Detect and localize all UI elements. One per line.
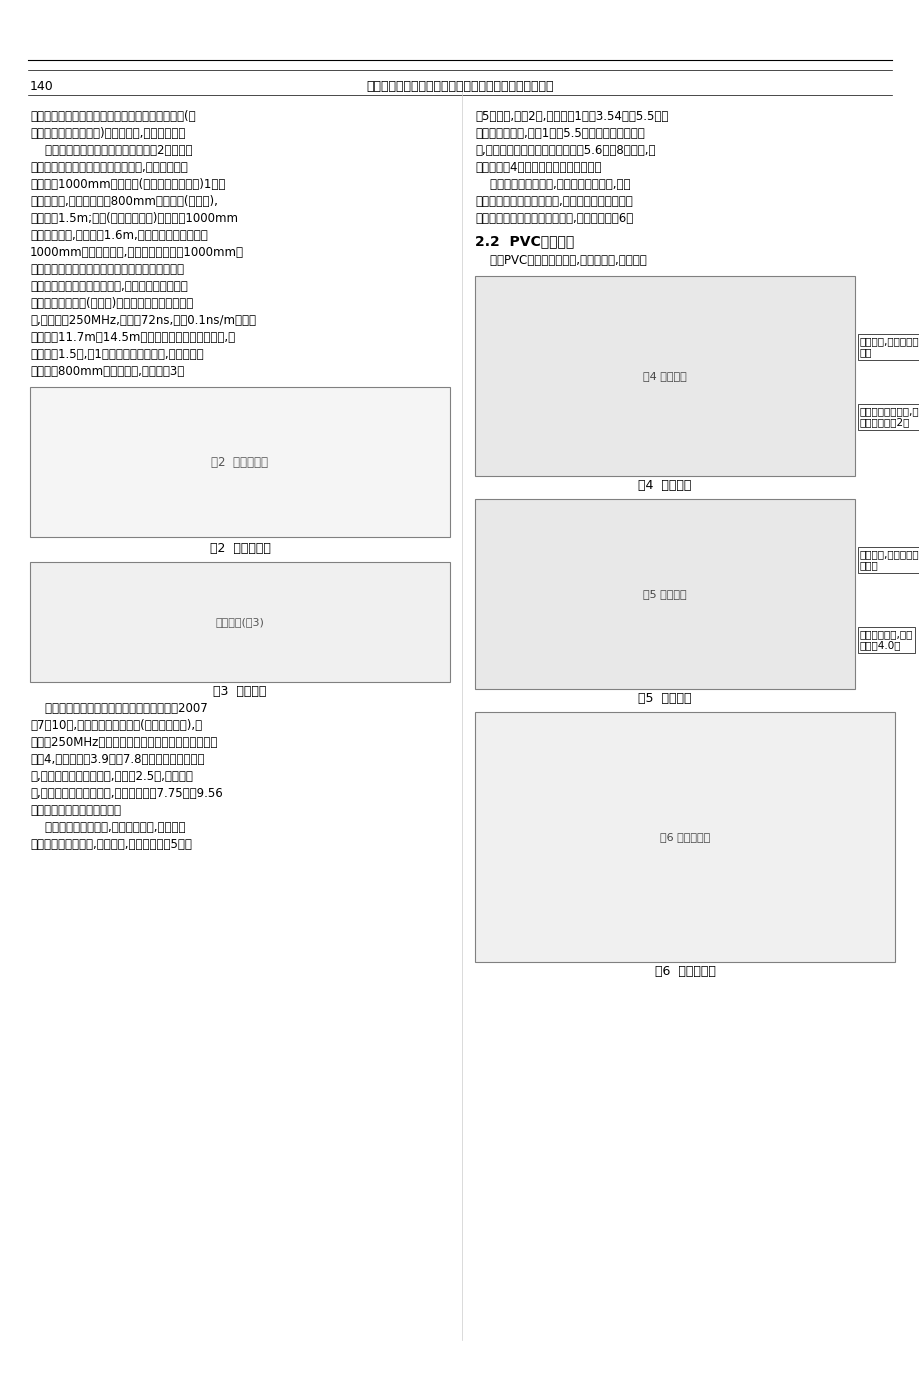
Text: 不明异常,推断为排水
水箱涵: 不明异常,推断为排水 水箱涵 [859,549,919,571]
Text: 140: 140 [30,80,53,94]
Text: 排水箱涵在其边界处电磁波绕射现象明显。2007: 排水箱涵在其边界处电磁波绕射现象明显。2007 [30,702,208,715]
Text: 裂,有一明显排水箱涵异常,水平位置分别7.75米、9.56: 裂,有一明显排水箱涵异常,水平位置分别7.75米、9.56 [30,787,222,800]
Text: 样存在与图4中形状相似排水箱涵异常。: 样存在与图4中形状相似排水箱涵异常。 [474,161,601,174]
Text: 管顶埋深1.5m;往东(全力一路方向)有一管径1000mm: 管顶埋深1.5m;往东(全力一路方向)有一管径1000mm [30,212,238,225]
Text: 面,天线频率250MHz,时窗为72ns,波速0.1ns/m。雷达: 面,天线频率250MHz,时窗为72ns,波速0.1ns/m。雷达 [30,314,255,327]
Text: 行道电信管道附近变为两条管道,详细情况见图6。: 行道电信管道附近变为两条管道,详细情况见图6。 [474,212,632,225]
Text: 1000mm雨水管道相连,但在全力一路管径1000mm雨: 1000mm雨水管道相连,但在全力一路管径1000mm雨 [30,246,244,260]
Text: 由于PVC材料防腐性能好,且成本低廉,所以称为: 由于PVC材料防腐性能好,且成本低廉,所以称为 [474,254,646,267]
Text: 刘传逢　张晓章　刘文光；探地雷达在管道探查中的应用: 刘传逢 张晓章 刘文光；探地雷达在管道探查中的应用 [366,80,553,94]
Text: 质同且内部充满水介质)、方法类似,在此不赘述。: 质同且内部充满水介质)、方法类似,在此不赘述。 [30,127,185,140]
Bar [30,563,449,683]
Text: 图5 雷达图像: 图5 雷达图像 [642,589,686,599]
Text: 排水管道波形异常呈明显圆弧形。图2是武汉经: 排水管道波形异常呈明显圆弧形。图2是武汉经 [30,144,192,156]
Text: 废弃管径800mm及目标管道,走向如图3。: 废弃管径800mm及目标管道,走向如图3。 [30,364,184,378]
Text: 剖面二、11.7m、14.5m位置显示两大口径管道异常,管: 剖面二、11.7m、14.5m位置显示两大口径管道异常,管 [30,331,235,343]
Text: 涵,中间承重墙隔开。在该异常右侧5.6米、8米之间,同: 涵,中间承重墙隔开。在该异常右侧5.6米、8米之间,同 [474,144,655,156]
Bar [30,387,449,537]
Text: 修井中发现,往北有一废弃800mm排水管道(已封堵),: 修井中发现,往北有一废弃800mm排水管道(已封堵), [30,195,218,208]
Text: 图6 管道分布图: 图6 管道分布图 [659,832,709,842]
Text: 米处有明显边界绕射波现象。: 米处有明显边界绕射波现象。 [30,804,121,817]
Text: 图4  雷达图像: 图4 雷达图像 [638,479,691,491]
Text: 图2  管道分布图: 图2 管道分布图 [210,542,270,556]
Text: 综合两雷达探查结果,结合现场调查情况,认为: 综合两雷达探查结果,结合现场调查情况,认为 [474,179,630,191]
Text: 2.2  PVC管道探测: 2.2 PVC管道探测 [474,235,573,248]
Bar [474,712,894,962]
Text: 为确认对异常的推断,平行一号剖面,在人行道: 为确认对异常的推断,平行一号剖面,在人行道 [30,821,186,833]
Text: 顶埋深约1.5米,与1号井中调查情况相符,推断为上述: 顶埋深约1.5米,与1号井中调查情况相符,推断为上述 [30,348,203,362]
Text: 现场并排分布有两排水箱涵,其中一条排水箱涵在人: 现场并排分布有两排水箱涵,其中一条排水箱涵在人 [474,195,632,208]
Text: 道。为查明目标管道准确走向,在后官湖大道与全力: 道。为查明目标管道准确走向,在后官湖大道与全力 [30,281,187,293]
Text: 图2  管道分布图: 图2 管道分布图 [211,455,268,469]
Text: 图3  雷达图像: 图3 雷达图像 [213,685,267,698]
Text: 目标箱涵异常,断面
尺寸约4.0米: 目标箱涵异常,断面 尺寸约4.0米 [859,630,913,651]
Text: 不明异常,推断为排水
箱涵: 不明异常,推断为排水 箱涵 [859,336,919,357]
Text: 同相轴错断明显,推断1米至5.5米之间存在一排水箱: 同相轴错断明显,推断1米至5.5米之间存在一排水箱 [474,127,644,140]
Text: 图6  管道分布图: 图6 管道分布图 [653,965,715,979]
Text: 见图4,平面位置在3.9米至7.8米间有两明显弧形异: 见图4,平面位置在3.9米至7.8米间有两明显弧形异 [30,752,204,766]
Text: 济技术开发区后官湖大道地下管线图,在后官湖大道: 济技术开发区后官湖大道地下管线图,在后官湖大道 [30,161,187,174]
Text: 雷达图像(图3): 雷达图像(图3) [215,617,264,627]
Text: 上布设二号雷达剖面,进行探查,雷达图像如图5。从: 上布设二号雷达剖面,进行探查,雷达图像如图5。从 [30,838,192,852]
Text: 图5可看出,埋深2米,水平位置1米、3.54米、5.5米处: 图5可看出,埋深2米,水平位置1米、3.54米、5.5米处 [474,110,667,123]
Text: 场采用250MHz天线探地雷达探查排水箱涵。雷达图像: 场采用250MHz天线探地雷达探查排水箱涵。雷达图像 [30,736,217,750]
Text: 图4 雷达图像: 图4 雷达图像 [642,371,686,381]
Text: 雨水管道在用,管顶埋深1.6m,推测其与全力一路管径: 雨水管道在用,管顶埋深1.6m,推测其与全力一路管径 [30,229,208,242]
Text: 图5  雷达图像: 图5 雷达图像 [638,692,691,705]
Text: 两条排水管道异常,断
面尺寸分别近2米: 两条排水管道异常,断 面尺寸分别近2米 [859,406,919,427]
Text: 的方法确定其走向。给水砼管与排水管道探测条件(材: 的方法确定其走向。给水砼管与排水管道探测条件(材 [30,110,196,123]
Text: 水管道附近检修井中均未发现有后官湖方向目标管: 水管道附近检修井中均未发现有后官湖方向目标管 [30,262,184,276]
Bar [474,276,854,476]
Text: 一路分别布置平行(剖面一)、垂直于目标管道雷达剖: 一路分别布置平行(剖面一)、垂直于目标管道雷达剖 [30,297,193,310]
Bar [474,498,854,690]
Text: 年7月10日,在新华路民生大楼前(一号雷达剖面),现: 年7月10日,在新华路民生大楼前(一号雷达剖面),现 [30,719,202,732]
Text: 常,推断为两排水箱涵在侧,埋深约2.5米,同相轴断: 常,推断为两排水箱涵在侧,埋深约2.5米,同相轴断 [30,771,193,783]
Text: 北侧管径1000mm雨水管道(下简称为目标管道)1号检: 北侧管径1000mm雨水管道(下简称为目标管道)1号检 [30,179,225,191]
